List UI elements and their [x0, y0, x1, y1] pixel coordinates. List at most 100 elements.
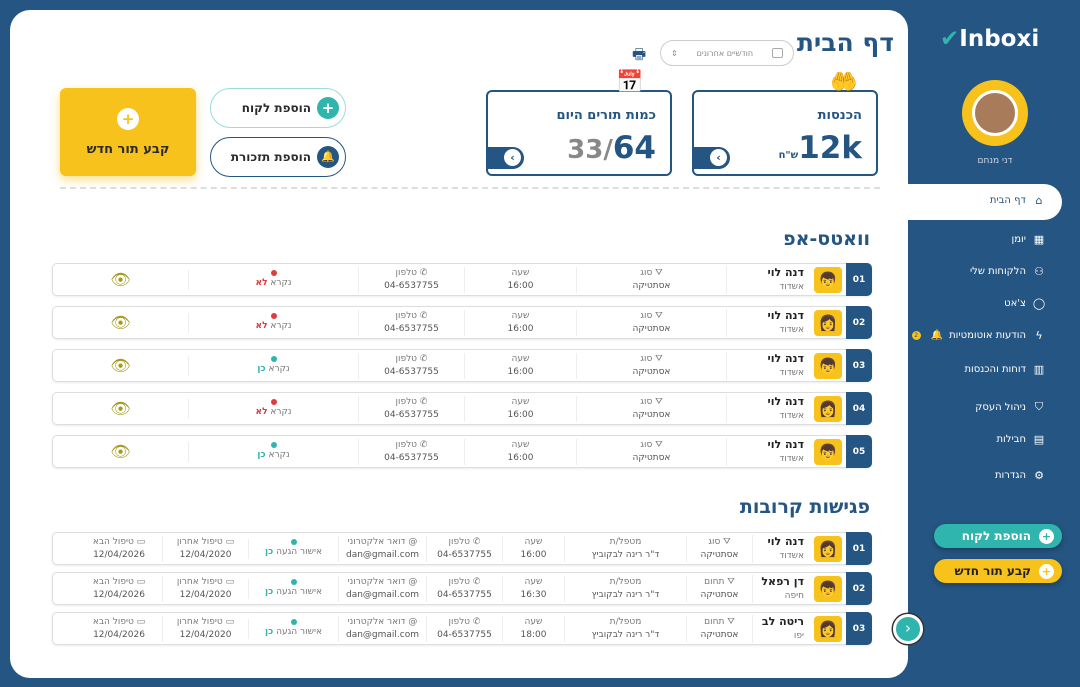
sidebar-item[interactable]: ϟ הודעות אוטומטיות 🔔 2 [911, 329, 1046, 342]
appointments-value: 64 [612, 130, 656, 166]
sidebar-item[interactable]: ⚇ הלקוחות שלי [970, 265, 1046, 278]
plus-icon: + [317, 97, 339, 119]
active-nav-highlight [880, 184, 1062, 220]
read-status-cell: נקרא לא [188, 269, 358, 290]
whatsapp-row[interactable]: 04 👩 דנה לוי אשדוד ⛛ סוג אסתטיקה שעה 16:00 … [52, 392, 872, 425]
plus-icon: + [1039, 563, 1054, 579]
whatsapp-row[interactable]: 03 👦 דנה לוי אשדוד ⛛ סוג אסתטיקה שעה 16:00 … [52, 349, 872, 382]
eye-icon[interactable]: 👁 [110, 313, 131, 332]
appointments-details-button[interactable]: ‹ [486, 147, 524, 169]
whatsapp-row[interactable]: 01 👦 דנה לוי אשדוד ⛛ סוג אסתטיקה שעה 16:00 … [52, 263, 872, 296]
sidebar-item-label: יומן [1011, 234, 1026, 245]
therapist-cell: מטפל/ת ד"ר רינה לבקוביץ [564, 535, 686, 562]
nav-icon: ▥ [1033, 363, 1045, 376]
sidebar-item-label: הודעות אוטומטיות [949, 330, 1026, 341]
sidebar-add-client-button[interactable]: + הוספת לקוח [934, 524, 1062, 548]
client-name-cell: דן רפאל חיפה [752, 574, 810, 603]
sidebar-item-label: דוחות והכנסות [964, 364, 1026, 375]
sidebar-item-label: הגדרות [994, 470, 1026, 481]
time-cell: שעה 16:00 [464, 438, 576, 465]
sidebar-new-appointment-button[interactable]: + קבע תור חדש [934, 559, 1062, 583]
eye-icon[interactable]: 👁 [110, 442, 131, 461]
nav-icon: ▦ [1033, 233, 1045, 246]
filter-icon: ⛛ [652, 396, 663, 407]
meetings-title: פגישות קרובות [739, 496, 870, 518]
phone-cell: ✆ טלפון 04-6537755 [358, 266, 464, 293]
client-name-cell: דנה לוי אשדוד [726, 437, 810, 466]
phone-icon: ✆ [417, 439, 428, 450]
add-client-label: הוספת לקוח [241, 101, 311, 115]
sidebar-item[interactable]: ◯ צ'אט [1004, 297, 1046, 310]
client-avatar: 👦 [814, 266, 842, 293]
client-name-cell: דנה לוי אשדוד [726, 265, 810, 294]
sidebar-item[interactable]: ▥ דוחות והכנסות [964, 363, 1046, 376]
print-icon[interactable]: 🖶 [632, 45, 647, 63]
appointments-label: כמות תורים היום [556, 108, 657, 123]
nav-icon: ⚙ [1034, 469, 1044, 482]
income-label: הכנסות [817, 108, 862, 123]
time-cell: שעה 16:00 [464, 395, 576, 422]
client-name-cell: ריטה לב יפו [752, 614, 810, 643]
add-client-button[interactable]: הוספת לקוח + [210, 88, 346, 128]
client-avatar: 👩 [814, 395, 842, 422]
client-name-cell: דנה לוי אשדוד [752, 534, 810, 563]
approval-cell: אישור הגעה כן [248, 618, 338, 639]
client-name-cell: דנה לוי אשדוד [726, 308, 810, 337]
meeting-row[interactable]: 01 👩 דנה לוי אשדוד ⛛ סוג אסתטיקה מטפל/ת ד"ר… [52, 532, 872, 565]
meeting-row[interactable]: 02 👦 דן רפאל חיפה ⛛ תחום אסתטיקה מטפל/ת ד"ר… [52, 572, 872, 605]
phone-cell: ✆ טלפון 04-6537755 [426, 615, 502, 642]
period-select[interactable]: חודשיים אחרונים ⇕ [660, 40, 794, 66]
income-card: 🤲 הכנסות 12kש"ח ‹ [692, 70, 878, 176]
row-number: 02 [846, 572, 872, 605]
sidebar-item[interactable]: ⌂ דף הבית [990, 194, 1046, 207]
type-cell: ⛛ תחום אסתטיקה [686, 575, 752, 602]
logo: ✔Inboxi [940, 26, 1040, 52]
client-avatar: 👦 [814, 352, 842, 379]
eye-icon[interactable]: 👁 [110, 399, 131, 418]
sidebar-item[interactable]: ⚙ הגדרות [995, 469, 1046, 482]
eye-icon[interactable]: 👁 [110, 270, 131, 289]
eye-icon[interactable]: 👁 [110, 356, 131, 375]
next-treatment-cell: ▭ טיפול הבא 12/04/2026 [92, 576, 146, 600]
bell-icon: 🔔 [317, 146, 339, 168]
filter-icon: ⛛ [652, 439, 663, 450]
page-title: דף הבית [796, 28, 894, 57]
chevron-updown-icon: ⇕ [671, 48, 678, 58]
client-avatar: 👩 [814, 615, 842, 642]
sidebar-item[interactable]: ▤ חבילות [996, 433, 1046, 446]
time-cell: שעה 16:00 [464, 266, 576, 293]
phone-cell: ✆ טלפון 04-6537755 [358, 352, 464, 379]
filter-icon: ⛛ [652, 267, 663, 278]
sidebar-item-label: הלקוחות שלי [969, 266, 1026, 277]
plus-icon: + [1039, 528, 1054, 544]
last-treatment-cell: ▭ טיפול אחרון 12/04/2020 [162, 575, 248, 602]
last-treatment-cell: ▭ טיפול אחרון 12/04/2020 [162, 535, 248, 562]
nav-icon: ▤ [1033, 433, 1045, 446]
sidebar-item[interactable]: ▦ יומן [1012, 233, 1046, 246]
sidebar-item[interactable]: ⛉ ניהול העסק [975, 400, 1046, 414]
phone-icon: ✆ [417, 353, 428, 364]
appointments-total: 33/ [567, 135, 613, 165]
time-cell: שעה 16:00 [464, 352, 576, 379]
next-treatment-cell: ▭ טיפול הבא 12/04/2026 [92, 536, 146, 560]
type-cell: ⛛ סוג אסתטיקה [576, 438, 726, 465]
notification-badge: 2 [911, 331, 921, 340]
whatsapp-row[interactable]: 02 👩 דנה לוי אשדוד ⛛ סוג אסתטיקה שעה 16:00 … [52, 306, 872, 339]
user-avatar[interactable] [962, 80, 1028, 146]
chevron-left-icon: ‹ [710, 149, 727, 166]
new-appointment-label: קבע תור חדש [86, 142, 170, 157]
phone-cell: ✆ טלפון 04-6537755 [358, 309, 464, 336]
nav-icon: ◯ [1032, 297, 1046, 310]
sidebar-new-appointment-label: קבע תור חדש [954, 564, 1031, 578]
row-number: 03 [846, 349, 872, 382]
row-number: 01 [846, 263, 872, 296]
sidebar-item-label: ניהול העסק [975, 401, 1026, 413]
meeting-row[interactable]: 03 👩 ריטה לב יפו ⛛ תחום אסתטיקה מטפל/ת ד"ר … [52, 612, 872, 645]
whatsapp-row[interactable]: 05 👦 דנה לוי אשדוד ⛛ סוג אסתטיקה שעה 16:00 … [52, 435, 872, 468]
period-value: חודשיים אחרונים [696, 48, 754, 58]
collapse-sidebar-button[interactable]: › [893, 614, 923, 644]
email-cell: @ דואר אלקטרוני dan@gmail.com [338, 535, 426, 562]
income-details-button[interactable]: ‹ [692, 147, 730, 169]
new-appointment-button[interactable]: + קבע תור חדש [60, 88, 196, 176]
add-reminder-button[interactable]: הוספת תזכורת 🔔 [210, 137, 346, 177]
